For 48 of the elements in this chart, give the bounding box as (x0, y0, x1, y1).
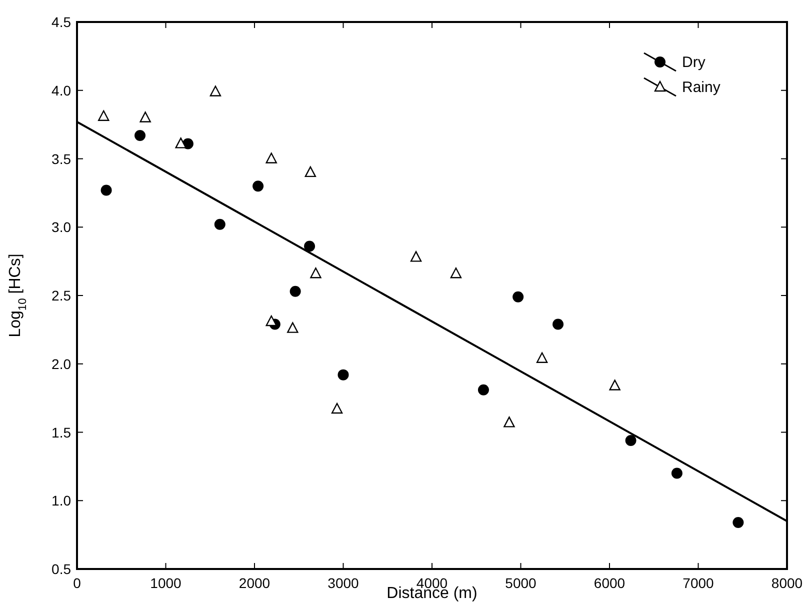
x-tick-label: 1000 (150, 575, 182, 591)
x-axis-title: Distance (m) (386, 585, 478, 602)
point (310, 268, 322, 278)
y-tick-label: 3.0 (52, 219, 72, 236)
x-tick-label: 5000 (505, 575, 537, 591)
point (331, 402, 343, 414)
point (214, 218, 226, 230)
y-tick-label: 4.5 (52, 14, 72, 30)
y-tick-label: 0.5 (52, 561, 72, 577)
point (304, 166, 316, 178)
point (338, 369, 349, 380)
point (512, 291, 524, 302)
x-tick-label: 8000 (771, 575, 803, 591)
point (98, 110, 110, 121)
point (304, 240, 316, 252)
point (552, 318, 564, 330)
point (266, 152, 277, 164)
point (252, 180, 264, 192)
legend-label: Rainy (682, 79, 721, 96)
point (134, 130, 146, 142)
x-tick-label: 3000 (328, 575, 360, 591)
point (140, 112, 151, 122)
y-tick-label: 3.5 (52, 150, 72, 167)
point (175, 138, 186, 148)
y-tick-label: 2.0 (52, 356, 72, 372)
legend-label: Dry (682, 54, 706, 71)
point (410, 251, 422, 262)
y-tick-label: 4.0 (52, 82, 72, 98)
point (100, 184, 112, 196)
y-tick-label: 1.0 (52, 492, 72, 509)
point (450, 268, 462, 278)
point (266, 315, 277, 326)
point (536, 352, 548, 364)
point (290, 286, 301, 297)
point (504, 416, 515, 428)
x-tick-label: 7000 (682, 575, 714, 591)
point (671, 468, 682, 479)
x-tick-label: 2000 (238, 575, 270, 591)
point (625, 434, 636, 446)
x-tick-label: 6000 (594, 575, 626, 591)
point (287, 322, 298, 333)
point (210, 86, 222, 96)
point (732, 517, 744, 528)
point (609, 380, 620, 390)
point (478, 384, 489, 396)
y-tick-label: 2.5 (52, 288, 72, 304)
y-tick-label: 1.5 (52, 424, 72, 440)
x-tick-label: 0 (73, 575, 82, 591)
